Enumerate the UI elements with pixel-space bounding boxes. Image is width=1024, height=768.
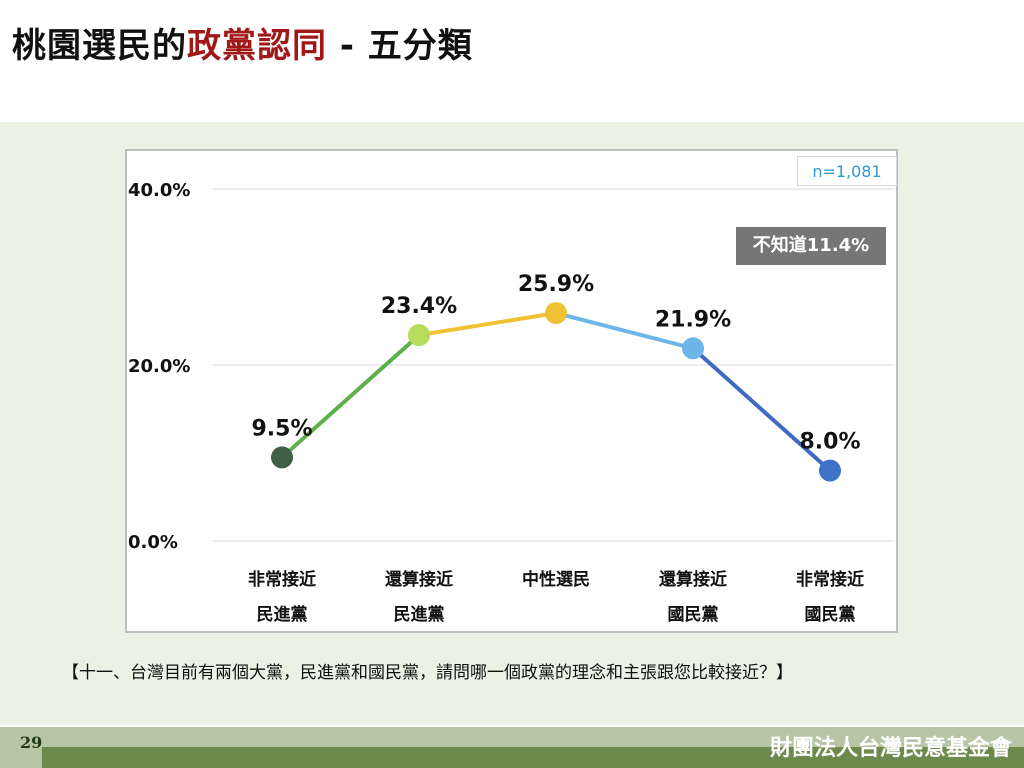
data-label: 21.9%	[655, 307, 731, 332]
data-point	[271, 446, 293, 469]
data-point	[545, 302, 567, 325]
data-label: 8.0%	[799, 430, 860, 455]
y-tick-label: 0.0%	[128, 532, 178, 553]
title-highlight: 政黨認同	[187, 26, 327, 66]
series-line-segment	[691, 346, 832, 473]
x-category-label: 還算接近	[385, 569, 453, 590]
title-part-1: 桃園選民的	[12, 26, 187, 66]
data-point	[682, 337, 704, 360]
series-line-segment	[555, 311, 694, 351]
page-title: 桃園選民的政黨認同 - 五分類	[12, 18, 473, 67]
y-tick-label: 40.0%	[128, 180, 190, 201]
data-label: 23.4%	[381, 294, 457, 319]
x-category-label: 還算接近	[659, 569, 727, 590]
data-label: 25.9%	[518, 272, 594, 297]
x-category-label: 中性選民	[522, 569, 590, 590]
footer-stripe	[42, 747, 1024, 768]
series-line-segment	[418, 311, 557, 338]
y-tick-label: 20.0%	[128, 356, 190, 377]
x-category-label: 國民黨	[805, 604, 856, 625]
title-part-3: - 五分類	[327, 26, 473, 66]
page-number: 29	[20, 733, 43, 752]
x-category-label: 民進黨	[394, 604, 445, 625]
data-point	[408, 324, 430, 347]
x-category-label: 非常接近	[248, 569, 316, 590]
series-line-segment	[280, 333, 421, 459]
survey-question: 【十一、台灣目前有兩個大黨，民進黨和國民黨，請問哪一個政黨的理念和主張跟您比較接…	[62, 663, 793, 683]
x-category-label: 非常接近	[796, 569, 864, 590]
organization-name: 財團法人台灣民意基金會	[769, 736, 1012, 761]
x-category-label: 民進黨	[257, 604, 308, 625]
data-point	[819, 459, 841, 482]
x-category-label: 國民黨	[668, 604, 719, 625]
unknown-percentage-badge: 不知道11.4%	[736, 227, 886, 265]
sample-size-note: n=1,081	[797, 156, 897, 186]
data-label: 9.5%	[251, 416, 312, 441]
